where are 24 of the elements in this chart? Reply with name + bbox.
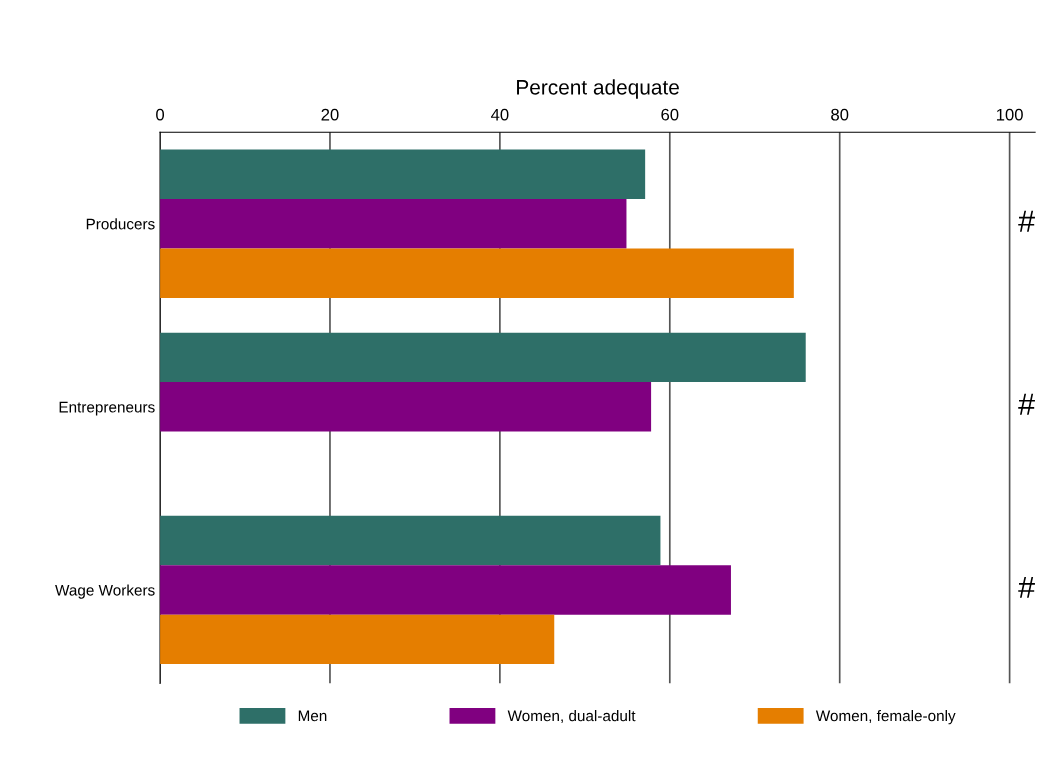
x-tick-label: 40: [490, 108, 509, 121]
legend-label: Men: [298, 710, 327, 722]
bar: [160, 248, 794, 298]
annotation: #: [1018, 210, 1035, 232]
y-tick-label: Wage Workers: [55, 584, 155, 599]
x-tick-label: 60: [661, 108, 679, 121]
legend-label: Women, female-only: [815, 710, 956, 725]
bar: [160, 199, 627, 249]
bar: [160, 515, 661, 566]
x-tick-label: 20: [321, 108, 339, 121]
bar: [160, 614, 555, 665]
bar: [160, 332, 806, 383]
bar: [160, 149, 646, 200]
annotation: #: [1018, 576, 1035, 598]
bar: [160, 565, 731, 615]
x-axis-title: Percent adequate: [517, 79, 679, 99]
y-tick-label: Entrepreneurs: [59, 401, 155, 416]
x-tick-label: 0: [156, 108, 165, 121]
annotation: #: [1018, 393, 1035, 415]
x-tick-label: 80: [831, 108, 849, 121]
legend-label: Women, dual-adult: [507, 710, 636, 724]
bar: [160, 382, 652, 432]
x-tick-label: 100: [996, 108, 1023, 121]
y-tick-label: Producers: [86, 218, 155, 230]
